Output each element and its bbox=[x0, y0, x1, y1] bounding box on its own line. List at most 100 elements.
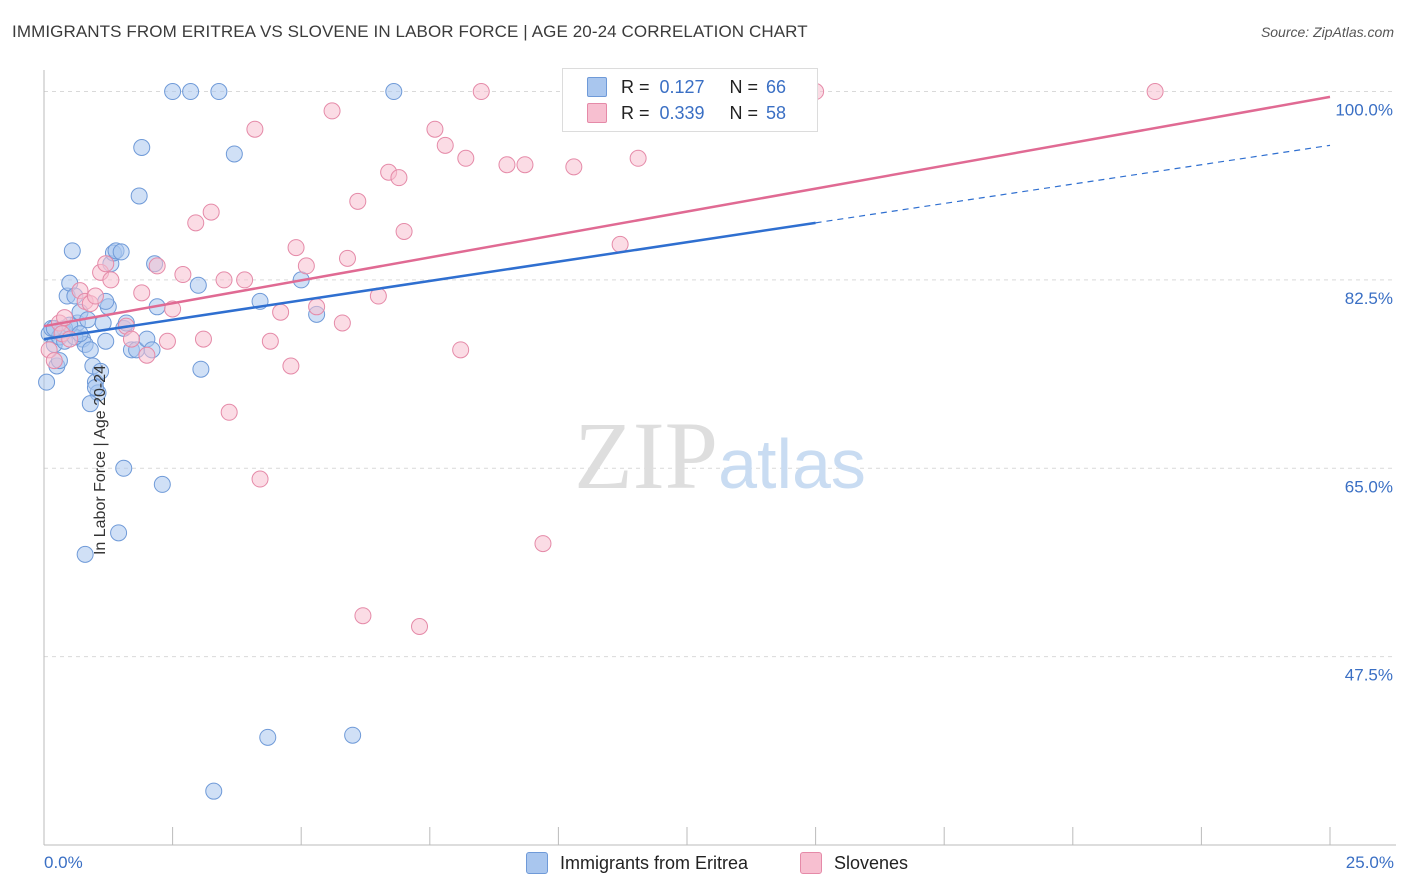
data-point bbox=[349, 192, 367, 210]
data-point bbox=[133, 284, 151, 302]
trend-line-eritrea-extension bbox=[815, 144, 1331, 224]
data-point bbox=[174, 266, 192, 284]
data-point bbox=[344, 726, 362, 744]
data-point bbox=[81, 395, 99, 413]
series-legend: Immigrants from Eritrea Slovenes bbox=[0, 852, 1406, 878]
chart-source: Source: ZipAtlas.com bbox=[1260, 24, 1394, 40]
x-tick-label-min: 0.0% bbox=[44, 853, 83, 872]
data-point bbox=[395, 222, 413, 240]
data-point bbox=[189, 276, 207, 294]
legend-r-label: R = bbox=[621, 102, 650, 123]
data-point bbox=[45, 352, 63, 370]
series-label-slovenes: Slovenes bbox=[834, 852, 909, 873]
gridlines bbox=[44, 91, 1396, 658]
data-point bbox=[148, 257, 166, 275]
data-point bbox=[534, 535, 552, 553]
data-point bbox=[182, 83, 200, 101]
series-legend-slovenes: Slovenes bbox=[800, 852, 908, 874]
y-tick-label: 100.0% bbox=[1335, 101, 1393, 120]
data-point bbox=[192, 360, 210, 378]
data-point bbox=[287, 239, 305, 257]
data-point bbox=[426, 120, 444, 138]
series-swatch-slovenes bbox=[800, 852, 822, 874]
data-point bbox=[251, 470, 269, 488]
data-point bbox=[385, 83, 403, 101]
data-point bbox=[110, 524, 128, 542]
data-point bbox=[158, 332, 176, 350]
data-point bbox=[210, 83, 228, 101]
data-point bbox=[565, 158, 583, 176]
legend-row-slovenes: R = 0.339 N = 58 bbox=[587, 101, 786, 125]
data-point bbox=[138, 346, 156, 364]
data-point bbox=[323, 102, 341, 120]
data-point bbox=[187, 214, 205, 232]
y-tick-label: 65.0% bbox=[1345, 477, 1393, 496]
data-point bbox=[220, 403, 238, 421]
data-point bbox=[38, 373, 56, 391]
series-legend-eritrea: Immigrants from Eritrea bbox=[526, 852, 748, 874]
data-point bbox=[272, 303, 290, 321]
data-point bbox=[102, 271, 120, 289]
x-tick-label-max: 25.0% bbox=[1345, 853, 1394, 872]
stats-legend: R = 0.127 N = 66 R = 0.339 N = 58 bbox=[562, 68, 818, 132]
data-point bbox=[629, 149, 647, 167]
data-point bbox=[225, 145, 243, 163]
data-point bbox=[115, 459, 133, 477]
data-point bbox=[436, 136, 454, 154]
data-point bbox=[81, 341, 99, 359]
data-point bbox=[153, 475, 171, 493]
data-point bbox=[411, 617, 429, 635]
series-swatch-eritrea bbox=[526, 852, 548, 874]
data-point bbox=[516, 156, 534, 174]
data-point bbox=[308, 298, 326, 316]
legend-n-value-slovenes: 58 bbox=[766, 102, 787, 123]
series-label-eritrea: Immigrants from Eritrea bbox=[560, 852, 749, 873]
legend-n-label: N = bbox=[729, 76, 759, 97]
series-slovenes-points bbox=[40, 83, 1164, 635]
data-point bbox=[236, 271, 254, 289]
data-point bbox=[97, 332, 115, 350]
data-point bbox=[112, 243, 130, 261]
data-point bbox=[297, 257, 315, 275]
data-point bbox=[611, 235, 629, 253]
watermark: ZIPatlas bbox=[574, 402, 866, 509]
data-point bbox=[97, 255, 115, 273]
data-point bbox=[1146, 83, 1164, 101]
data-point bbox=[205, 782, 223, 800]
data-point bbox=[354, 607, 372, 625]
data-point bbox=[76, 545, 94, 563]
y-tick-labels: 47.5% 65.0% 82.5% 100.0% bbox=[1335, 101, 1393, 685]
data-point bbox=[457, 149, 475, 167]
data-point bbox=[63, 242, 81, 260]
legend-r-value-slovenes: 0.339 bbox=[659, 102, 705, 123]
y-tick-label: 47.5% bbox=[1345, 666, 1393, 685]
data-point bbox=[246, 120, 264, 138]
legend-swatch-eritrea bbox=[587, 77, 607, 97]
data-point bbox=[215, 271, 233, 289]
legend-swatch-slovenes bbox=[587, 103, 607, 123]
data-point bbox=[130, 187, 148, 205]
data-point bbox=[202, 203, 220, 221]
chart-title: IMMIGRANTS FROM ERITREA VS SLOVENE IN LA… bbox=[12, 22, 808, 41]
y-axis-label: In Labor Force | Age 20-24 bbox=[92, 364, 110, 556]
data-point bbox=[498, 156, 516, 174]
data-point bbox=[282, 357, 300, 375]
legend-row-eritrea: R = 0.127 N = 66 bbox=[587, 75, 786, 99]
data-point bbox=[92, 362, 110, 380]
data-point bbox=[452, 341, 470, 359]
axes bbox=[43, 70, 1396, 846]
legend-n-value-eritrea: 66 bbox=[766, 76, 787, 97]
y-tick-label: 82.5% bbox=[1345, 289, 1393, 308]
data-point bbox=[133, 139, 151, 156]
data-point bbox=[390, 169, 408, 187]
data-point bbox=[164, 83, 182, 101]
data-point bbox=[333, 314, 351, 332]
data-point bbox=[86, 379, 104, 397]
legend-r-label: R = bbox=[621, 76, 650, 97]
trend-lines bbox=[43, 95, 1331, 341]
data-point bbox=[122, 330, 140, 348]
legend-n-label: N = bbox=[729, 102, 759, 123]
data-point bbox=[86, 287, 104, 305]
data-point bbox=[472, 83, 490, 101]
